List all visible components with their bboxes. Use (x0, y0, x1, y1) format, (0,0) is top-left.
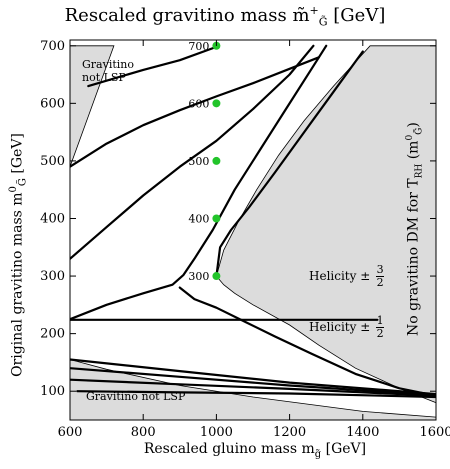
ylabel-sup: 0 (8, 186, 19, 193)
helicity-bottom-fraction: 1 2 (376, 314, 385, 340)
x-axis-ticks: 600 800 1000 1200 1400 1600 (58, 40, 450, 440)
marker-labels: 300 400 500 600 700 (188, 40, 209, 283)
gravitino-not-lsp-bottom (70, 359, 436, 420)
helicity-bottom-num: 1 (376, 314, 384, 327)
x-tick-label-1600: 1600 (419, 425, 450, 440)
title-sup: + (309, 4, 319, 17)
y-tick-label-700: 700 (40, 39, 65, 54)
xlabel-sub: g̃ (314, 448, 322, 460)
helicity-top-den: 2 (376, 276, 384, 289)
plot-frame (69, 39, 437, 421)
contour-line-6 (178, 286, 436, 397)
annotation-right-arg-close: ) (405, 122, 422, 128)
contour-line-10 (70, 378, 436, 397)
marker-400 (212, 214, 221, 223)
contour-line-8 (70, 358, 436, 396)
x-tick-label-1400: 1400 (346, 425, 379, 440)
title-text: Rescaled gravitino mass m̃ (64, 5, 310, 26)
ylabel-unit: [GeV] (9, 133, 26, 174)
helicity-bottom-text: Helicity ± (309, 320, 371, 334)
annotation-right-sub: RH (414, 163, 425, 179)
marker-label-400: 400 (188, 212, 209, 225)
annotation-right-vertical: No gravitino DM for TRH (m0G̃) (405, 122, 424, 336)
contour-line-1 (70, 56, 320, 168)
contour-line-4 (215, 50, 364, 278)
y-tick-label-300: 300 (40, 269, 65, 284)
marker-label-500: 500 (188, 155, 209, 168)
x-tick-label-800: 800 (131, 425, 156, 440)
x-tick-label-600: 600 (58, 425, 83, 440)
helicity-top-text: Helicity ± (309, 269, 371, 283)
marker-600 (212, 99, 221, 108)
annotation-right-arg-sup: 0 (405, 134, 415, 141)
marker-label-600: 600 (188, 97, 209, 110)
marker-300 (212, 272, 221, 281)
y-tick-label-400: 400 (40, 211, 65, 226)
title-unit: [GeV] (333, 5, 386, 26)
y-tick-label-600: 600 (40, 96, 65, 111)
ylabel-sub: G̃ (17, 178, 29, 187)
chart-title: Rescaled gravitino mass m̃+G̃ [GeV] (0, 4, 450, 29)
green-markers (212, 41, 221, 281)
annotation-right-arg: (m (405, 140, 422, 160)
marker-label-300: 300 (188, 270, 209, 283)
contour-line-11 (76, 390, 436, 399)
helicity-bottom-label: Helicity ± 1 2 (309, 314, 385, 340)
gravitino-not-lsp-top (70, 45, 115, 167)
xlabel-text: Rescaled gluino mass m (143, 441, 315, 457)
contour-line-5 (70, 44, 328, 321)
annotation-bottom-text: Gravitino not LSP (86, 390, 186, 403)
ylabel-text: Original gravitino mass m (9, 192, 26, 377)
y-axis-label: Original gravitino mass m0G̃ [GeV] (8, 105, 28, 405)
annotation-bottom: Gravitino not LSP (86, 390, 185, 403)
marker-label-700: 700 (188, 40, 209, 53)
y-tick-label-100: 100 (40, 384, 65, 399)
x-tick-label-1200: 1200 (273, 425, 306, 440)
title-sub: G̃ (318, 15, 328, 29)
helicity-top-fraction: 3 2 (376, 263, 385, 289)
annotation-right-text: No gravitino DM for T (405, 178, 422, 336)
xlabel-unit: [GeV] (325, 441, 367, 457)
no-gravitino-dm (215, 45, 436, 404)
helicity-top-label: Helicity ± 3 2 (309, 263, 385, 289)
helicity-bottom-den: 2 (376, 327, 384, 340)
contour-lines (70, 44, 436, 399)
contour-line-9 (70, 367, 436, 397)
annotation-top-left-text: Gravitino not LSP (82, 58, 134, 84)
contour-line-3 (70, 44, 315, 260)
shaded-regions (70, 45, 436, 420)
y-axis-ticks: 100 200 300 400 500 600 700 (40, 39, 436, 399)
x-tick-label-1000: 1000 (200, 425, 233, 440)
annotation-top-left: Gravitino not LSP (82, 58, 142, 84)
y-tick-label-500: 500 (40, 154, 65, 169)
helicity-top-num: 3 (376, 263, 384, 276)
fraction-bar (376, 327, 385, 328)
fraction-bar (376, 276, 385, 277)
y-tick-label-200: 200 (40, 327, 65, 342)
contour-line-2 (87, 45, 218, 88)
x-axis-label: Rescaled gluino mass mg̃ [GeV] (70, 441, 440, 460)
marker-500 (212, 156, 221, 165)
annotation-right-arg-sub: G̃ (414, 127, 425, 135)
